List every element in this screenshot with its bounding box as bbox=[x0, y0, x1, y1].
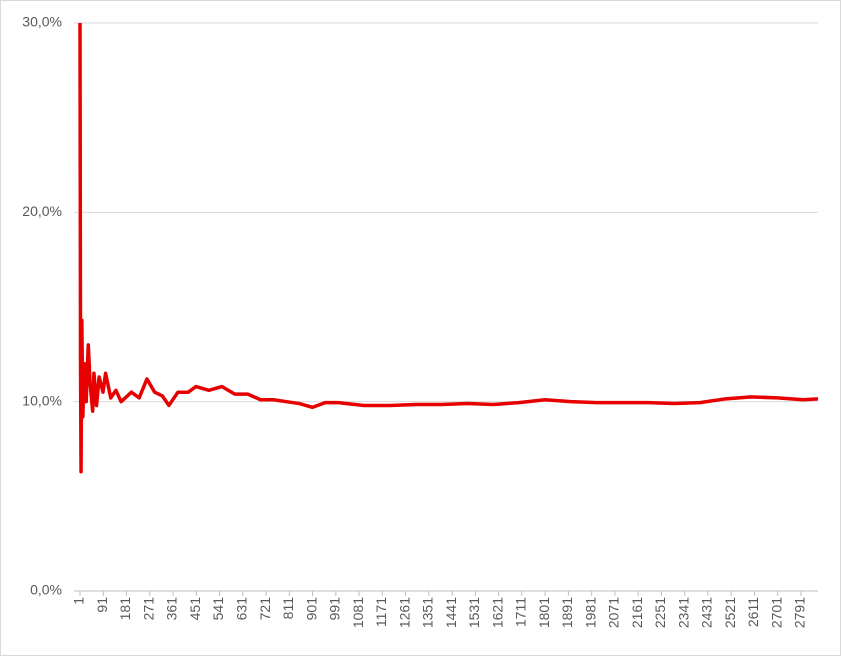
x-tick-label: 91 bbox=[94, 597, 110, 613]
x-tick-label: 1081 bbox=[350, 597, 366, 628]
x-tick-label: 271 bbox=[140, 597, 156, 621]
x-tick-label: 2521 bbox=[722, 597, 738, 628]
x-tick-label: 991 bbox=[327, 597, 343, 621]
x-tick-label: 1441 bbox=[443, 597, 459, 628]
x-tick-label: 1981 bbox=[582, 597, 598, 628]
x-tick-label: 541 bbox=[210, 597, 226, 621]
x-tick-label: 631 bbox=[233, 597, 249, 621]
x-tick-label: 1891 bbox=[559, 597, 575, 628]
y-tick-label: 10,0% bbox=[22, 392, 62, 408]
x-tick-label: 1801 bbox=[536, 597, 552, 628]
x-tick-label: 2341 bbox=[675, 597, 691, 628]
y-tick-label: 20,0% bbox=[22, 203, 62, 219]
x-tick-label: 721 bbox=[257, 597, 273, 621]
x-tick-label: 1621 bbox=[489, 597, 505, 628]
x-tick-label: 2431 bbox=[699, 597, 715, 628]
x-tick-label: 181 bbox=[117, 597, 133, 621]
y-tick-label: 30,0% bbox=[22, 14, 62, 30]
x-tick-label: 451 bbox=[187, 597, 203, 621]
x-tick-label: 2161 bbox=[629, 597, 645, 628]
x-tick-label: 2701 bbox=[768, 597, 784, 628]
x-tick-label: 1711 bbox=[513, 597, 529, 627]
x-tick-label: 1531 bbox=[466, 597, 482, 628]
data-line bbox=[78, 22, 819, 474]
x-tick-label: 2251 bbox=[652, 597, 668, 628]
y-tick-label: 0,0% bbox=[30, 582, 62, 598]
x-tick-label: 2611 bbox=[745, 597, 761, 627]
x-tick-label: 901 bbox=[303, 597, 319, 621]
x-tick-label: 2071 bbox=[606, 597, 622, 628]
x-tick-label: 2791 bbox=[792, 597, 808, 628]
x-tick-label: 1171 bbox=[373, 597, 389, 627]
x-tick-label: 811 bbox=[280, 597, 296, 620]
x-tick-label: 1351 bbox=[420, 597, 436, 628]
x-tick-label: 1261 bbox=[396, 597, 412, 628]
x-tick-label: 361 bbox=[164, 597, 180, 621]
x-tick-label: 1 bbox=[71, 597, 87, 605]
